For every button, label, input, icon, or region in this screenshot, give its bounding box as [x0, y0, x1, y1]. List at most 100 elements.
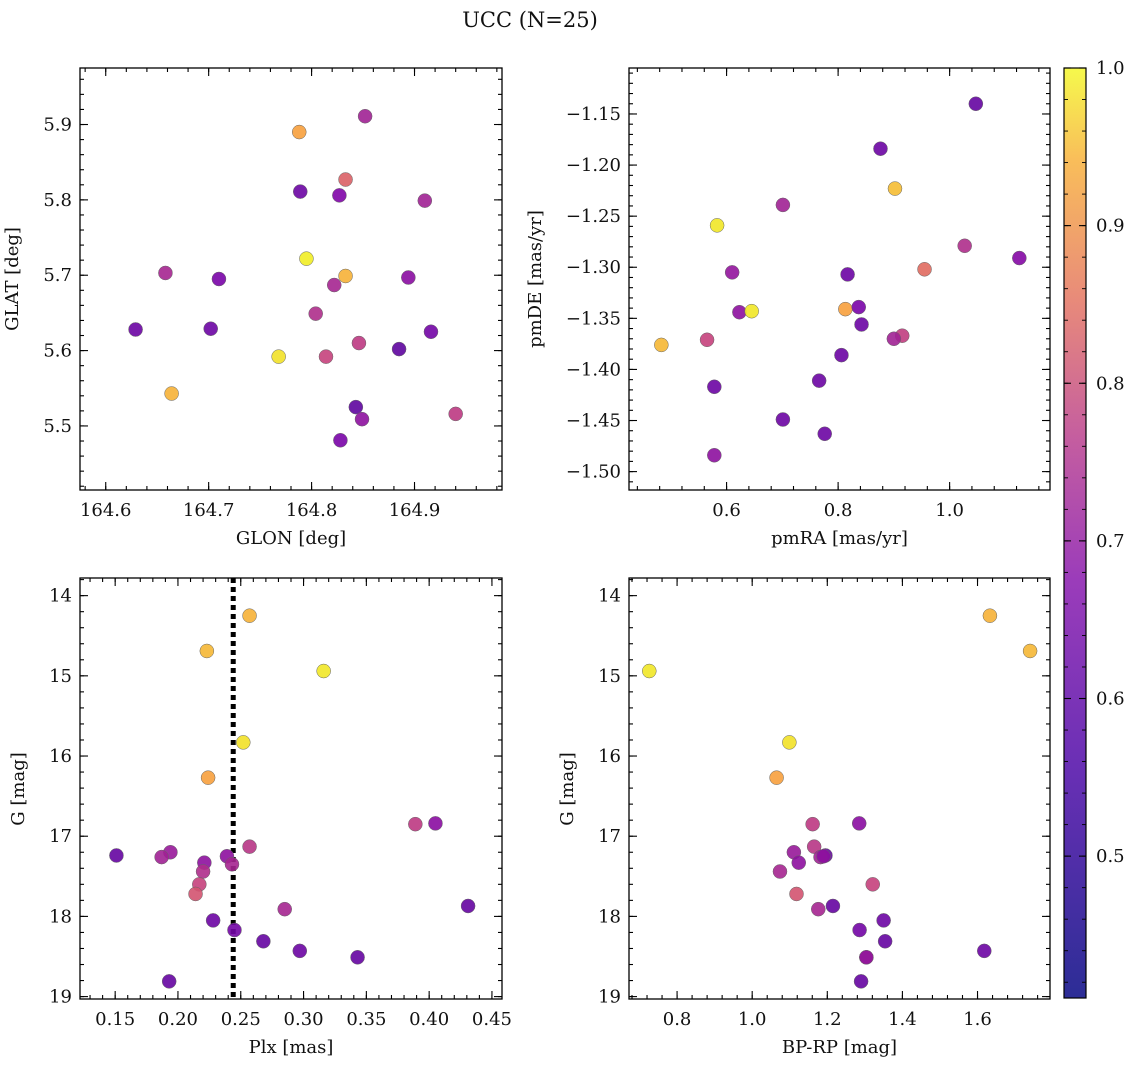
data-point	[318, 349, 334, 364]
colorbar-tick-label: 0.9	[1096, 216, 1125, 237]
data-point	[211, 271, 227, 287]
data-point	[417, 193, 433, 208]
data-point	[782, 735, 797, 750]
data-point	[224, 857, 240, 872]
data-point	[292, 943, 308, 959]
data-point	[957, 238, 972, 254]
x-tick-label: 164.6	[80, 500, 132, 521]
data-point	[195, 864, 211, 879]
data-point	[109, 848, 124, 863]
data-point	[205, 913, 221, 928]
panel-pmra-pmde: 0.6 0.8 1.0 −1.15 −1.20 −1.25 −1.30 −1.35 −1.40 −…	[525, 67, 1051, 549]
colorbar-tick-label: 0.5	[1096, 846, 1125, 867]
y-tick-label: 15	[49, 666, 72, 687]
x-tick-label: 0.25	[221, 1009, 261, 1030]
y-tick-label: 16	[49, 746, 72, 767]
colorbar: 0.5 0.6 0.7 0.8 0.9 1.0	[1063, 58, 1125, 999]
colorbar-tick-label: 0.6	[1096, 689, 1125, 710]
data-point	[811, 901, 826, 917]
y-tick-label: −1.30	[566, 257, 621, 278]
x-tick-label: 1.2	[813, 1009, 842, 1030]
data-point	[203, 321, 218, 336]
y-axis-label: pmDE [mas/yr]	[525, 210, 546, 348]
y-tick-label: −1.50	[566, 462, 621, 483]
data-point	[982, 608, 998, 623]
y-tick-label: −1.25	[566, 206, 621, 227]
data-point	[873, 141, 888, 156]
data-point	[886, 331, 902, 347]
data-point	[772, 864, 788, 879]
data-point	[816, 849, 831, 864]
data-point	[200, 770, 216, 785]
y-tick-label: 5.7	[43, 265, 72, 286]
x-tick-label: 1.0	[738, 1009, 767, 1030]
data-point	[350, 950, 365, 965]
data-point	[326, 277, 342, 293]
y-tick-label: 18	[598, 906, 621, 927]
x-tick-label: 0.30	[284, 1009, 324, 1030]
colorbar-tick-label: 1.0	[1096, 58, 1125, 79]
data-point	[1012, 250, 1027, 266]
y-tick-label: 18	[49, 906, 72, 927]
data-point	[154, 849, 169, 865]
y-tick-label: 5.6	[43, 341, 72, 362]
x-tick-label: 164.9	[389, 500, 441, 521]
x-tick-label: 1.0	[935, 500, 964, 521]
data-point	[338, 268, 353, 284]
data-point	[732, 304, 747, 320]
x-tick-label: 0.40	[409, 1009, 449, 1030]
figure-title: UCC (N=25)	[462, 8, 598, 32]
data-point	[805, 816, 820, 832]
data-point	[1022, 643, 1038, 659]
y-tick-label: 16	[598, 746, 621, 767]
data-point	[236, 735, 251, 750]
data-point	[293, 184, 308, 199]
colorbar-tick-label: 0.8	[1096, 373, 1125, 394]
x-tick-label: 1.6	[963, 1009, 992, 1030]
data-point	[977, 943, 992, 959]
data-point	[348, 399, 364, 415]
data-point	[877, 934, 893, 949]
data-point	[865, 877, 880, 892]
data-point	[338, 172, 353, 187]
data-point	[158, 265, 173, 281]
data-point	[917, 262, 932, 277]
data-point	[299, 251, 314, 266]
data-point	[188, 886, 203, 902]
data-point	[448, 406, 463, 422]
y-axis-label: GLAT [deg]	[2, 227, 23, 331]
data-point	[791, 855, 807, 870]
data-point	[199, 643, 215, 659]
data-point	[775, 412, 791, 427]
y-tick-label: 19	[598, 987, 621, 1008]
data-point	[707, 448, 722, 463]
data-point	[291, 124, 307, 140]
x-axis-label: Plx [mas]	[249, 1037, 334, 1058]
x-tick-label: 0.15	[95, 1009, 135, 1030]
y-tick-label: −1.35	[566, 308, 621, 329]
data-point	[128, 322, 143, 337]
panel-plx-g: 0.15 0.20 0.25 0.30 0.35 0.40 0.45 14 15 16 17 18 19…	[8, 577, 512, 1058]
data-point	[332, 188, 347, 203]
data-point	[854, 317, 869, 332]
data-point	[840, 267, 855, 282]
data-point	[825, 898, 841, 914]
data-point	[811, 373, 827, 388]
data-point	[391, 341, 407, 357]
data-point	[333, 433, 348, 448]
panel-glon-glat: 164.6 164.7 164.8 164.9 5.5 5.6 5.7 5.8 5.9 GLON…	[2, 67, 503, 549]
data-point	[408, 816, 423, 832]
data-point	[227, 922, 242, 938]
data-point	[164, 386, 179, 401]
y-tick-label: 17	[598, 826, 621, 847]
y-axis-label: G [mag]	[557, 752, 578, 825]
data-point	[769, 770, 784, 785]
y-tick-label: 5.8	[43, 190, 72, 211]
x-axis-label: GLON [deg]	[236, 528, 346, 549]
data-point	[354, 411, 370, 427]
data-point	[887, 181, 903, 196]
data-point	[316, 663, 331, 679]
data-point	[242, 839, 257, 854]
